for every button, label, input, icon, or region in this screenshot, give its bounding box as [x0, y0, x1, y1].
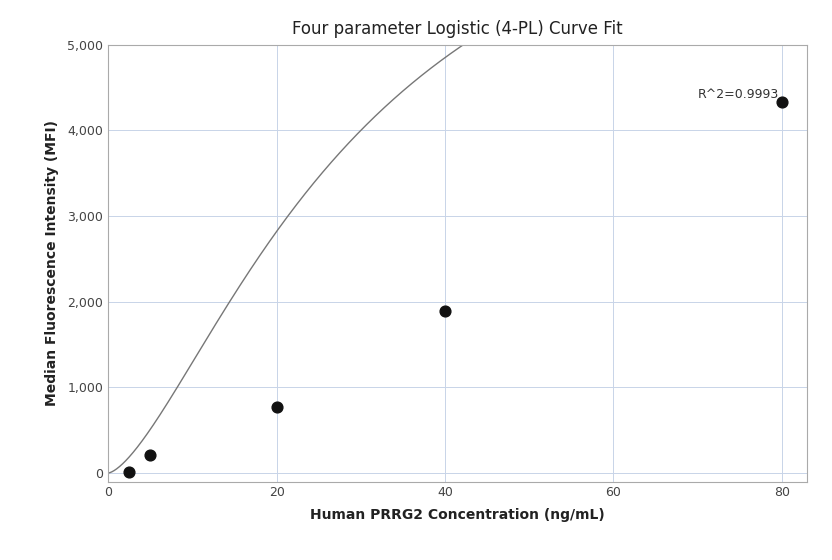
Title: Four parameter Logistic (4-PL) Curve Fit: Four parameter Logistic (4-PL) Curve Fit: [292, 20, 623, 38]
Point: [144, 451, 157, 460]
Point: [775, 97, 789, 106]
Point: [122, 468, 136, 477]
Text: R^2=0.9993: R^2=0.9993: [697, 87, 779, 101]
Point: [438, 307, 452, 316]
Point: [270, 402, 283, 411]
X-axis label: Human PRRG2 Concentration (ng/mL): Human PRRG2 Concentration (ng/mL): [310, 508, 605, 522]
Y-axis label: Median Fluorescence Intensity (MFI): Median Fluorescence Intensity (MFI): [45, 120, 59, 406]
